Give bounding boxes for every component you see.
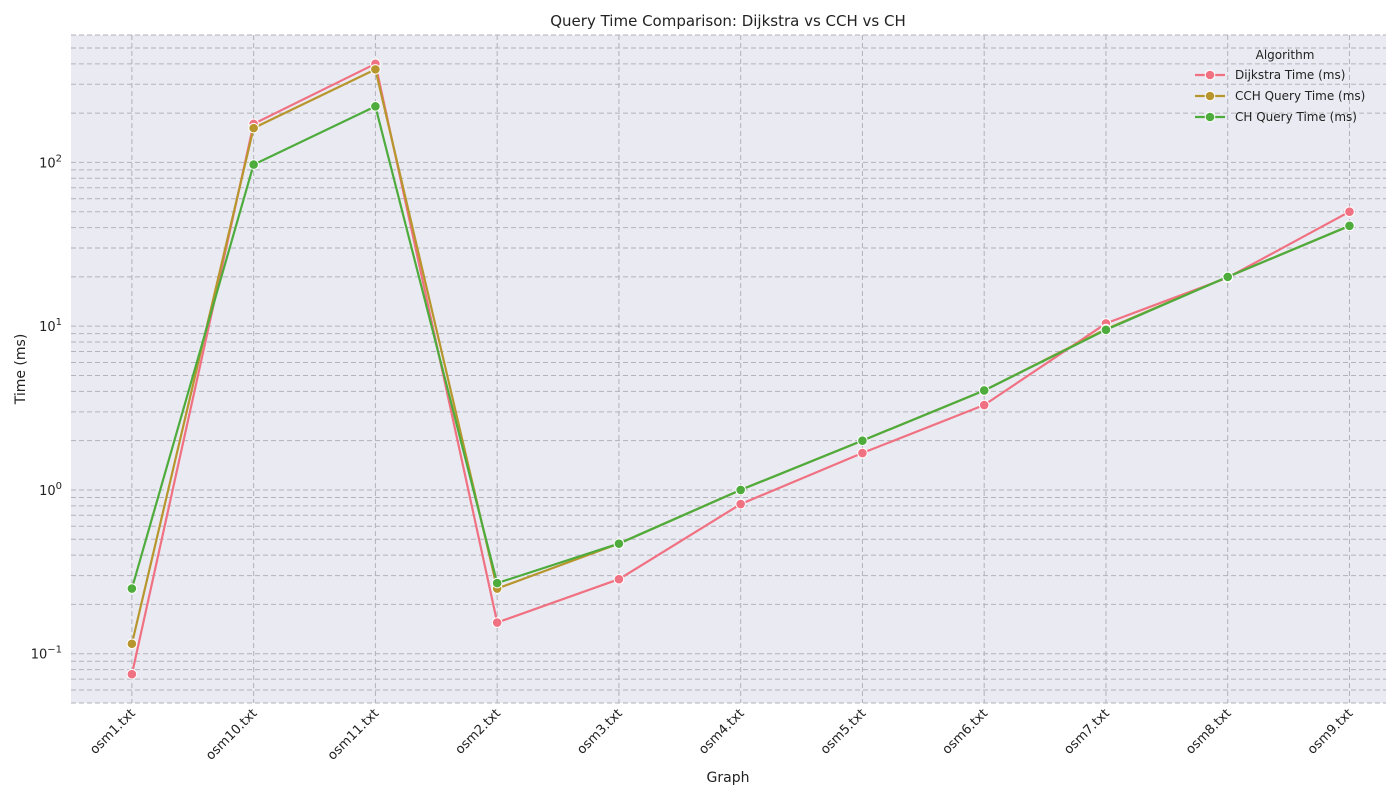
legend-marker bbox=[1204, 111, 1216, 123]
plot-area bbox=[71, 35, 1386, 703]
data-point bbox=[1344, 206, 1355, 218]
x-tick-label: osm8.txt bbox=[1183, 706, 1234, 757]
data-point bbox=[248, 159, 259, 170]
x-tick-label: osm9.txt bbox=[1305, 706, 1356, 757]
data-point bbox=[1344, 220, 1355, 232]
legend-title: Algorithm bbox=[1256, 48, 1315, 62]
data-point bbox=[613, 538, 625, 549]
data-point bbox=[613, 573, 625, 585]
y-axis-label: Time (ms) bbox=[13, 334, 29, 406]
x-tick-label: osm6.txt bbox=[940, 706, 991, 757]
data-point bbox=[491, 617, 503, 628]
data-point bbox=[1222, 271, 1234, 283]
data-point bbox=[370, 101, 381, 112]
x-tick-label: osm3.txt bbox=[574, 706, 625, 757]
chart-title: Query Time Comparison: Dijkstra vs CCH v… bbox=[550, 12, 906, 30]
legend-label: Dijkstra Time (ms) bbox=[1235, 68, 1345, 82]
data-point bbox=[126, 668, 138, 680]
y-tick-label: 101 bbox=[39, 317, 62, 335]
data-point bbox=[857, 435, 868, 446]
y-tick-label: 100 bbox=[39, 481, 62, 499]
x-axis-ticks: osm1.txt osm10.txt osm11.txt osm2.txt osm3.t… bbox=[87, 706, 1356, 763]
legend: Algorithm Dijkstra Time (ms) CCH Query Ti… bbox=[1195, 48, 1365, 124]
data-point bbox=[978, 399, 990, 411]
x-tick-label: osm5.txt bbox=[818, 706, 869, 757]
data-point bbox=[370, 64, 381, 75]
series-markers bbox=[126, 58, 1355, 680]
y-tick-label: 102 bbox=[39, 153, 62, 171]
legend-label: CCH Query Time (ms) bbox=[1235, 89, 1365, 103]
y-axis-ticks: 10−1 100 101 102 bbox=[31, 153, 62, 662]
data-point bbox=[126, 583, 138, 594]
x-tick-label: osm11.txt bbox=[325, 706, 382, 763]
data-point bbox=[857, 447, 868, 459]
data-point bbox=[126, 638, 138, 650]
data-point bbox=[248, 122, 259, 134]
data-point bbox=[978, 385, 990, 396]
legend-marker bbox=[1204, 90, 1216, 102]
legend-marker bbox=[1204, 69, 1216, 81]
x-tick-label: osm10.txt bbox=[203, 706, 260, 763]
x-tick-label: osm2.txt bbox=[453, 706, 504, 757]
grid-lines bbox=[71, 34, 1386, 704]
legend-label: CH Query Time (ms) bbox=[1235, 110, 1357, 124]
x-tick-label: osm4.txt bbox=[696, 706, 747, 757]
data-point bbox=[491, 577, 503, 589]
y-tick-label: 10−1 bbox=[31, 645, 62, 663]
data-point bbox=[735, 484, 746, 496]
data-point bbox=[1100, 324, 1112, 336]
x-tick-label: osm1.txt bbox=[87, 706, 138, 757]
data-point bbox=[735, 498, 746, 510]
x-axis-label: Graph bbox=[707, 770, 750, 786]
x-tick-label: osm7.txt bbox=[1061, 706, 1112, 757]
